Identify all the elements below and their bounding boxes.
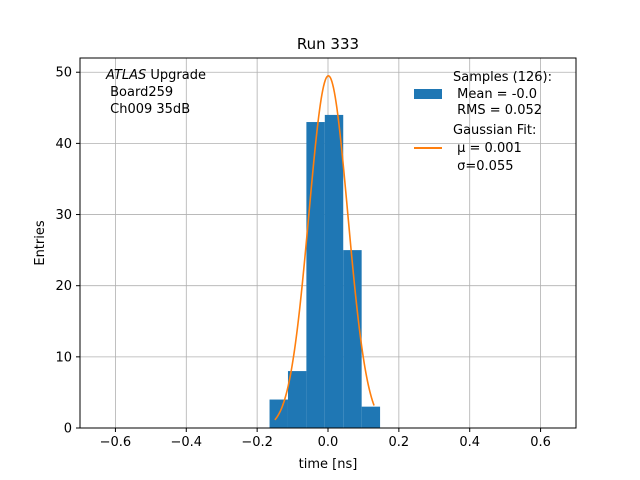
y-tick-label-4: 40 bbox=[55, 137, 72, 152]
annotation-line-1: ATLAS Upgrade bbox=[105, 68, 206, 83]
atlas-annotation: ATLAS Upgrade Board259 Ch009 35dB bbox=[105, 68, 206, 117]
histogram-bar-4 bbox=[343, 250, 362, 428]
annotation-line-2: Board259 bbox=[106, 85, 173, 100]
legend-samples-title: Samples (126): bbox=[453, 70, 552, 85]
gaussian-fit bbox=[274, 74, 375, 421]
x-tick-label-1: −0.4 bbox=[170, 435, 202, 450]
y-axis-label: Entries bbox=[33, 220, 48, 266]
histogram-bars bbox=[269, 114, 381, 429]
y-tick-label-5: 50 bbox=[55, 66, 72, 81]
legend-fit-title: Gaussian Fit: bbox=[453, 123, 536, 138]
histogram-bar-3 bbox=[324, 114, 344, 428]
x-tick-label-3: 0.0 bbox=[318, 435, 339, 450]
gaussian-fit-curve bbox=[274, 74, 375, 421]
x-tick-label-4: 0.2 bbox=[389, 435, 410, 450]
x-tick-label-2: −0.2 bbox=[241, 435, 273, 450]
annotation-atlas: ATLAS bbox=[105, 68, 146, 83]
histogram-bar-5 bbox=[361, 406, 381, 428]
histogram-bar-2 bbox=[306, 122, 325, 429]
annotation-upgrade: Upgrade bbox=[146, 68, 206, 83]
y-tick-label-3: 30 bbox=[55, 208, 72, 223]
legend-fit-sigma: σ=0.055 bbox=[453, 159, 513, 174]
legend-samples-mean: Mean = -0.0 bbox=[453, 87, 537, 102]
chart-title: Run 333 bbox=[297, 35, 359, 53]
legend-fit-mu: μ = 0.001 bbox=[453, 141, 522, 156]
histogram-bar-1 bbox=[287, 371, 307, 428]
x-tick-label-5: 0.4 bbox=[459, 435, 480, 450]
legend: Samples (126): Mean = -0.0 RMS = 0.052 G… bbox=[414, 70, 552, 174]
legend-samples-rms: RMS = 0.052 bbox=[453, 103, 542, 118]
y-tick-label-1: 10 bbox=[55, 350, 72, 365]
legend-samples-swatch bbox=[414, 89, 442, 99]
x-tick-label-0: −0.6 bbox=[100, 435, 132, 450]
axis-ticks: −0.6 −0.4 −0.2 0.0 0.2 0.4 0.6 0 10 20 30 40 50 bbox=[55, 66, 550, 450]
y-tick-label-0: 0 bbox=[64, 422, 72, 437]
x-axis-label: time [ns] bbox=[299, 457, 358, 472]
y-tick-label-2: 20 bbox=[55, 279, 72, 294]
annotation-line-3: Ch009 35dB bbox=[106, 102, 190, 117]
x-tick-label-6: 0.6 bbox=[530, 435, 551, 450]
